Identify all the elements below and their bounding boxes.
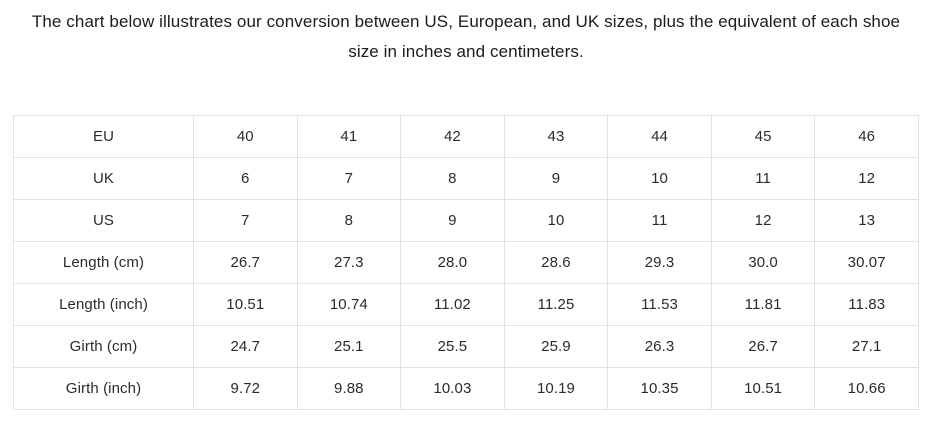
table-cell: 11 <box>607 199 712 242</box>
table-cell: 8 <box>296 199 402 242</box>
row-label: Length (cm) <box>13 241 194 284</box>
table-cell: 25.1 <box>296 325 402 368</box>
row-label: EU <box>13 115 194 158</box>
table-row: UK 6 7 8 9 10 11 12 <box>13 157 919 200</box>
table-cell: 11 <box>710 157 816 200</box>
table-cell: 28.0 <box>400 241 505 284</box>
table-cell: 26.3 <box>607 325 712 368</box>
table-cell: 10.51 <box>710 367 816 410</box>
table-cell: 25.9 <box>503 325 609 368</box>
table-cell: 26.7 <box>710 325 816 368</box>
table-cell: 10.51 <box>193 283 298 326</box>
table-cell: 30.0 <box>710 241 816 284</box>
table-cell: 11.02 <box>400 283 505 326</box>
table-cell: 45 <box>710 115 816 158</box>
table-cell: 9 <box>503 157 609 200</box>
table-caption: The chart below illustrates our conversi… <box>31 12 901 61</box>
table-cell: 12 <box>710 199 816 242</box>
table-cell: 41 <box>296 115 402 158</box>
table-cell: 40 <box>193 115 298 158</box>
table-cell: 29.3 <box>607 241 712 284</box>
table-cell: 26.7 <box>193 241 298 284</box>
table-cell: 8 <box>400 157 505 200</box>
table-cell: 24.7 <box>193 325 298 368</box>
row-label: Length (inch) <box>13 283 194 326</box>
table-cell: 13 <box>814 199 919 242</box>
table-cell: 10.03 <box>400 367 505 410</box>
table-cell: 6 <box>193 157 298 200</box>
table-cell: 30.07 <box>814 241 919 284</box>
table-cell: 28.6 <box>503 241 609 284</box>
table-cell: 10 <box>607 157 712 200</box>
table-cell: 10.35 <box>607 367 712 410</box>
table-row: EU 40 41 42 43 44 45 46 <box>13 115 919 158</box>
table-cell: 9 <box>400 199 505 242</box>
table-cell: 10.74 <box>296 283 402 326</box>
table-cell: 7 <box>193 199 298 242</box>
table-cell: 42 <box>400 115 505 158</box>
table-cell: 46 <box>814 115 919 158</box>
table-cell: 10 <box>503 199 609 242</box>
row-label: Girth (cm) <box>13 325 194 368</box>
table-cell: 25.5 <box>400 325 505 368</box>
row-label: US <box>13 199 194 242</box>
table-row: Girth (inch) 9.72 9.88 10.03 10.19 10.35 10.51… <box>13 367 919 410</box>
row-label: Girth (inch) <box>13 367 194 410</box>
table-cell: 10.19 <box>503 367 609 410</box>
table-cell: 11.25 <box>503 283 609 326</box>
table-cell: 44 <box>607 115 712 158</box>
table-cell: 11.53 <box>607 283 712 326</box>
table-cell: 9.88 <box>296 367 402 410</box>
row-label: UK <box>13 157 194 200</box>
size-table-body: EU 40 41 42 43 44 45 46 UK 6 7 8 9 10 11 12 US 7 8 9 10 11 12 1… <box>13 115 919 410</box>
table-cell: 11.83 <box>814 283 919 326</box>
table-row: Girth (cm) 24.7 25.1 25.5 25.9 26.3 26.7 27.1 <box>13 325 919 368</box>
table-row: Length (inch) 10.51 10.74 11.02 11.25 11.53 11… <box>13 283 919 326</box>
table-cell: 7 <box>296 157 402 200</box>
table-cell: 27.1 <box>814 325 919 368</box>
size-conversion-table: EU 40 41 42 43 44 45 46 UK 6 7 8 9 10 11 12 US 7 8 9 10 11 12 1… <box>13 115 919 410</box>
table-cell: 27.3 <box>296 241 402 284</box>
table-row: Length (cm) 26.7 27.3 28.0 28.6 29.3 30.0 30.07 <box>13 241 919 284</box>
table-cell: 9.72 <box>193 367 298 410</box>
table-row: US 7 8 9 10 11 12 13 <box>13 199 919 242</box>
table-cell: 11.81 <box>710 283 816 326</box>
table-cell: 10.66 <box>814 367 919 410</box>
table-cell: 43 <box>503 115 609 158</box>
table-cell: 12 <box>814 157 919 200</box>
